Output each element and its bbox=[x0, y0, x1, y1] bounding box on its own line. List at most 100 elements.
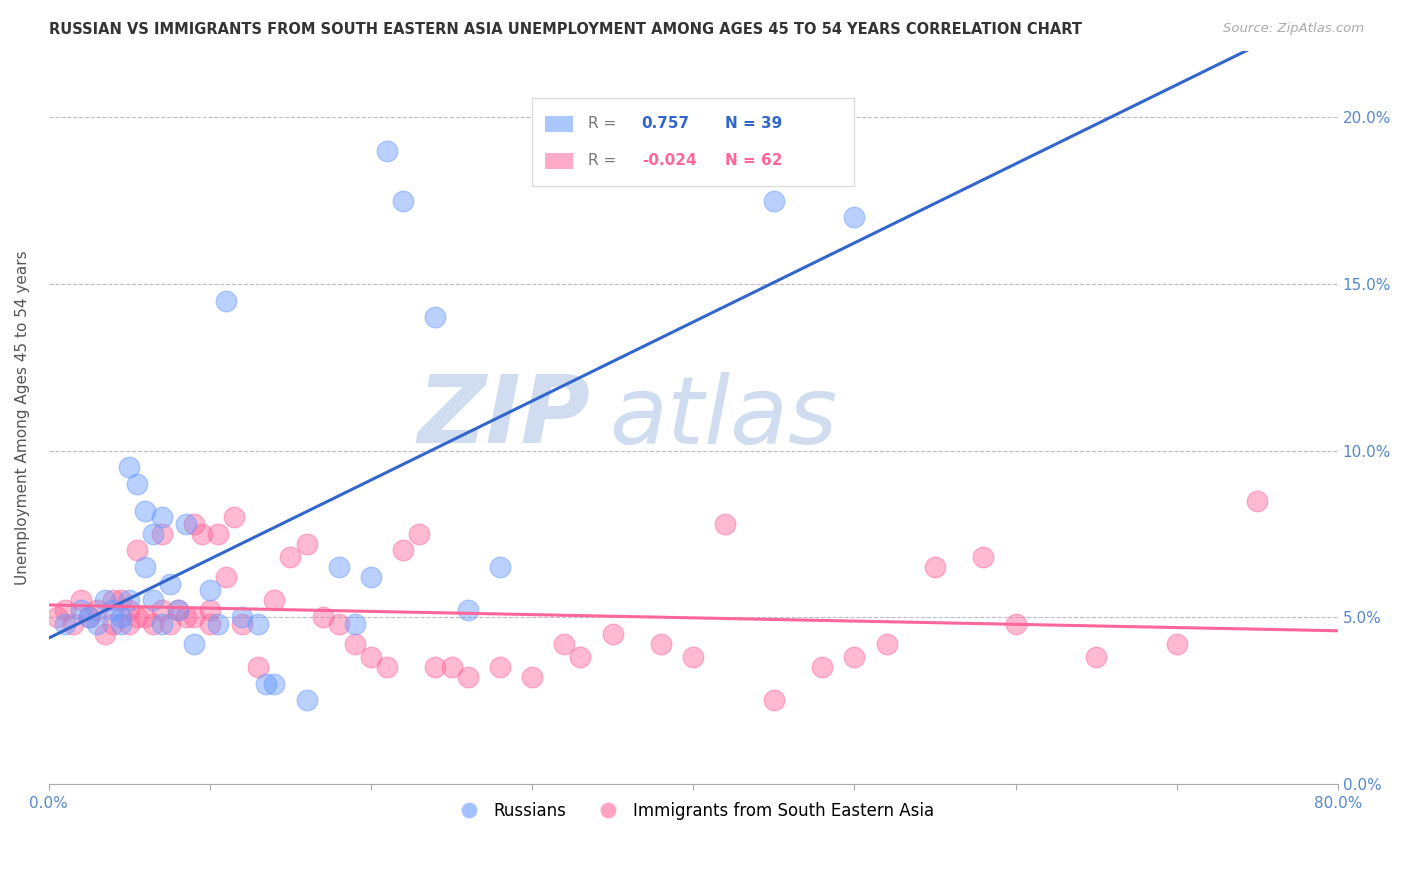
Point bbox=[150, 616, 173, 631]
Text: -0.024: -0.024 bbox=[641, 153, 696, 168]
Legend: Russians, Immigrants from South Eastern Asia: Russians, Immigrants from South Eastern … bbox=[446, 796, 941, 827]
Point bbox=[343, 637, 366, 651]
Point bbox=[150, 526, 173, 541]
Text: Source: ZipAtlas.com: Source: ZipAtlas.com bbox=[1223, 22, 1364, 36]
Point bbox=[207, 526, 229, 541]
Y-axis label: Unemployment Among Ages 45 to 54 years: Unemployment Among Ages 45 to 54 years bbox=[15, 250, 30, 584]
Point bbox=[118, 603, 141, 617]
Point bbox=[425, 660, 447, 674]
Point bbox=[127, 476, 149, 491]
Point bbox=[844, 650, 866, 665]
Point bbox=[94, 627, 117, 641]
Point bbox=[77, 610, 100, 624]
Point bbox=[118, 593, 141, 607]
Point bbox=[682, 650, 704, 665]
Point bbox=[134, 503, 156, 517]
Point bbox=[94, 593, 117, 607]
Point bbox=[103, 603, 125, 617]
Point bbox=[489, 560, 512, 574]
Point bbox=[86, 616, 108, 631]
Point bbox=[263, 593, 285, 607]
Text: 0.757: 0.757 bbox=[641, 117, 690, 131]
Point bbox=[118, 460, 141, 475]
Point bbox=[166, 603, 188, 617]
Point bbox=[231, 610, 253, 624]
Point bbox=[375, 660, 398, 674]
Point bbox=[150, 510, 173, 524]
Point bbox=[408, 526, 430, 541]
Text: N = 39: N = 39 bbox=[725, 117, 783, 131]
Point bbox=[159, 576, 181, 591]
Point bbox=[215, 293, 238, 308]
Point bbox=[142, 526, 165, 541]
Point bbox=[1166, 637, 1188, 651]
Point bbox=[183, 610, 205, 624]
Text: R =: R = bbox=[588, 117, 616, 131]
Text: atlas: atlas bbox=[609, 372, 838, 463]
Point bbox=[183, 637, 205, 651]
Point bbox=[811, 660, 834, 674]
Point bbox=[602, 627, 624, 641]
Point bbox=[254, 677, 277, 691]
Point bbox=[207, 616, 229, 631]
Point bbox=[328, 560, 350, 574]
Point bbox=[247, 660, 270, 674]
Point bbox=[70, 593, 93, 607]
Point bbox=[1004, 616, 1026, 631]
Point bbox=[392, 194, 415, 208]
Point bbox=[328, 616, 350, 631]
Point bbox=[198, 616, 221, 631]
Point bbox=[222, 510, 245, 524]
Point bbox=[166, 603, 188, 617]
Point bbox=[215, 570, 238, 584]
Point bbox=[198, 603, 221, 617]
Point bbox=[134, 610, 156, 624]
Point bbox=[360, 570, 382, 584]
Point bbox=[457, 670, 479, 684]
Point bbox=[174, 516, 197, 531]
Point bbox=[360, 650, 382, 665]
Point bbox=[489, 660, 512, 674]
Text: RUSSIAN VS IMMIGRANTS FROM SOUTH EASTERN ASIA UNEMPLOYMENT AMONG AGES 45 TO 54 Y: RUSSIAN VS IMMIGRANTS FROM SOUTH EASTERN… bbox=[49, 22, 1083, 37]
Point bbox=[844, 211, 866, 225]
Point bbox=[392, 543, 415, 558]
Point bbox=[972, 550, 994, 565]
Point bbox=[295, 537, 318, 551]
Point bbox=[53, 603, 76, 617]
Point bbox=[110, 593, 132, 607]
Point bbox=[295, 693, 318, 707]
Point bbox=[924, 560, 946, 574]
Point bbox=[457, 603, 479, 617]
Point bbox=[159, 616, 181, 631]
Point bbox=[103, 593, 125, 607]
Point bbox=[762, 693, 785, 707]
Point bbox=[198, 583, 221, 598]
Point bbox=[280, 550, 302, 565]
Point bbox=[45, 610, 67, 624]
Point bbox=[77, 610, 100, 624]
Point bbox=[127, 610, 149, 624]
Point bbox=[876, 637, 898, 651]
Point bbox=[110, 616, 132, 631]
Point bbox=[553, 637, 575, 651]
Point bbox=[714, 516, 737, 531]
Point bbox=[343, 616, 366, 631]
Point bbox=[231, 616, 253, 631]
Point bbox=[174, 610, 197, 624]
Point bbox=[311, 610, 333, 624]
Point bbox=[142, 616, 165, 631]
Point bbox=[103, 616, 125, 631]
Point bbox=[1085, 650, 1108, 665]
Text: R =: R = bbox=[588, 153, 616, 168]
Point bbox=[650, 637, 672, 651]
Point bbox=[142, 593, 165, 607]
Point bbox=[440, 660, 463, 674]
Point bbox=[62, 616, 84, 631]
Point bbox=[70, 603, 93, 617]
Point bbox=[247, 616, 270, 631]
Point bbox=[134, 560, 156, 574]
Point bbox=[569, 650, 592, 665]
Point bbox=[118, 616, 141, 631]
FancyBboxPatch shape bbox=[546, 153, 574, 169]
Point bbox=[86, 603, 108, 617]
